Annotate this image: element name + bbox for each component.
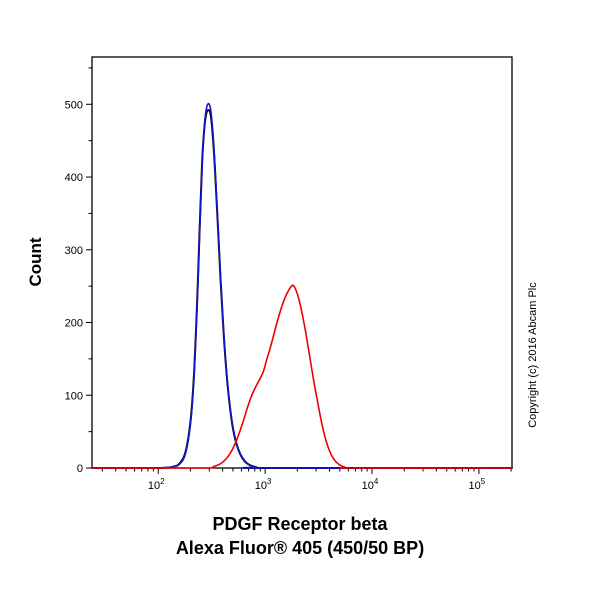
x-tick-label: 102 [148, 477, 165, 492]
y-tick-label: 100 [65, 390, 83, 402]
y-tick-label: 400 [65, 172, 83, 184]
y-tick-label: 500 [65, 99, 83, 111]
x-tick-label: 103 [255, 477, 272, 492]
x-tick-label: 105 [469, 477, 486, 492]
x-axis-title-line2: Alexa Fluor® 405 (450/50 BP) [175, 538, 425, 558]
x-axis-title-line1: PDGF Receptor beta [212, 514, 388, 534]
plot-frame [91, 56, 513, 469]
y-tick-label: 200 [65, 318, 83, 330]
x-tick-label: 104 [362, 477, 379, 492]
copyright-text: Copyright (c) 2016 Abcam Plc [527, 282, 539, 428]
series-pdgf-receptor-beta-red [91, 284, 513, 469]
y-tick-label: 300 [65, 245, 83, 257]
series-control-blue [91, 102, 513, 469]
y-tick-label: 0 [77, 463, 83, 475]
